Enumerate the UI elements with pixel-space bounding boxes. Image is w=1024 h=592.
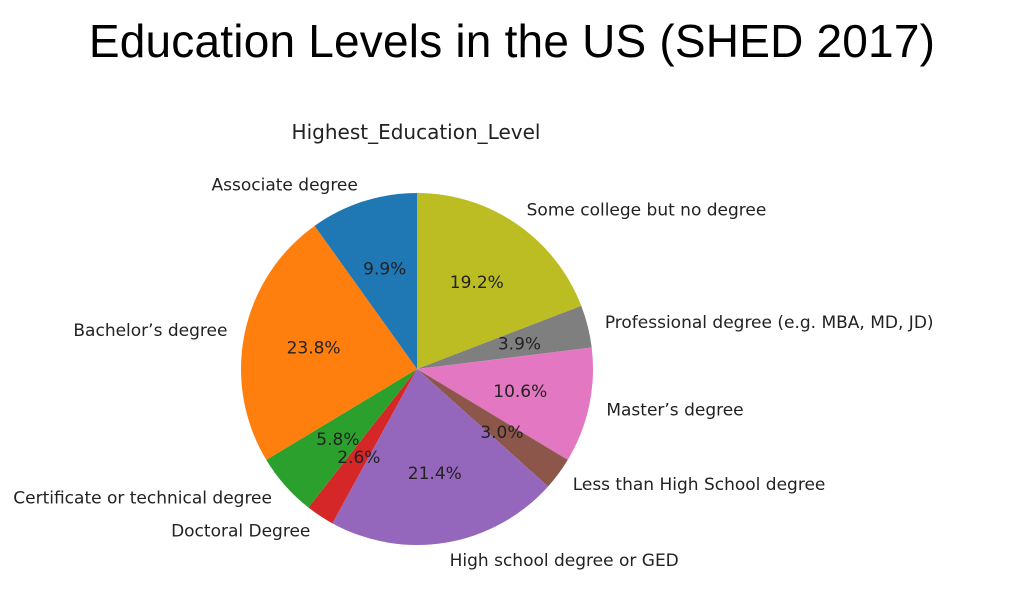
pct-label-certificate-or-technical-degree: 5.8% [316,430,359,450]
category-label-doctoral-degree: Doctoral Degree [171,522,310,542]
pct-label-master-s-degree: 10.6% [493,382,547,402]
category-label-certificate-or-technical-degree: Certificate or technical degree [13,488,272,508]
percent-labels: 19.2% 3.9% 10.6% 3.0% 21.4% 2.6%5.8% 23.8% 9.9% [287,259,548,484]
chart-title: Highest_Education_Level [292,120,541,144]
pie-slices [240,193,593,545]
pct-label-less-than-high-school-degree: 3.0% [480,423,523,443]
slice-some-college-but-no-degree [417,193,582,369]
slice-master-s-degree [417,347,593,460]
pct-label-bachelor-s-degree: 23.8% [287,339,341,359]
slice-doctoral-degree [308,369,417,524]
pct-label-associate-degree: 9.9% [363,259,406,279]
page-title: Education Levels in the US (SHED 2017) [88,15,936,67]
pct-label-doctoral-degree: 2.6% [337,448,380,468]
category-label-less-than-high-school-degree: Less than High School degree [573,475,826,495]
category-label-master-s-degree: Master’s degree [606,400,743,420]
pct-label-high-school-degree-or-ged: 21.4% [408,464,462,484]
category-label-associate-degree: Associate degree [212,176,358,196]
slice-high-school-degree-or-ged [332,369,549,545]
slice-certificate-or-technical-degree [266,369,417,508]
pct-label-some-college-but-no-degree: 19.2% [450,273,504,293]
category-label-bachelor-s-degree: Bachelor’s degree [73,321,227,341]
category-labels: Some college but no degree Professional d… [13,176,933,571]
slice-associate-degree [314,193,417,369]
slice-bachelor-s-degree [240,225,417,460]
category-label-professional-degree-e-g-mba-md-jd: Professional degree (e.g. MBA, MD, JD) [605,313,934,333]
category-label-high-school-degree-or-ged: High school degree or GED [450,551,679,571]
category-label-some-college-but-no-degree: Some college but no degree [527,200,767,220]
slice-less-than-high-school-degree [417,369,568,487]
slice-professional-degree-e-g-mba-md-jd [417,305,592,369]
pct-label-professional-degree-e-g-mba-md-jd: 3.9% [498,334,541,354]
